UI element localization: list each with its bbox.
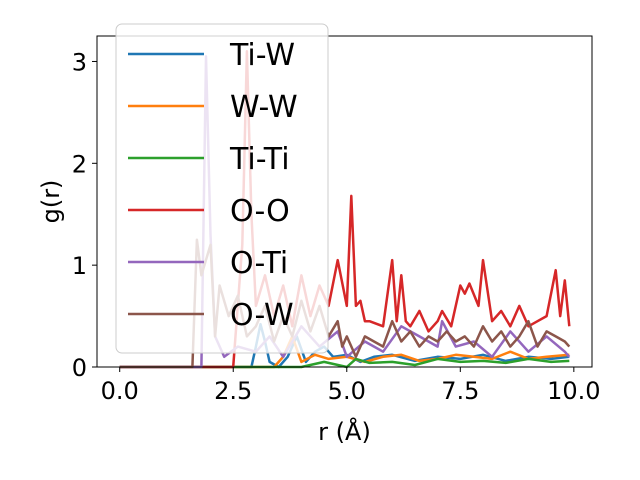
plot-frame [96,35,593,368]
x-axis-label: r (Å) [318,417,371,446]
y-tick-label: 2 [72,150,87,178]
x-tick-label: 2.5 [214,377,252,405]
x-axis-ticks: 0.0 2.5 5.0 7.5 10.0 [101,367,601,405]
y-axis-ticks: 0 1 2 3 [72,48,97,382]
x-tick-label: 0.0 [101,377,139,405]
legend-label-ti-w: Ti-W [229,38,295,73]
x-tick-label: 10.0 [547,377,600,405]
x-tick-label: 5.0 [328,377,366,405]
legend-label-ti-ti: Ti-Ti [229,142,290,177]
legend-label-o-o: O-O [230,194,290,229]
legend-box [115,23,329,354]
x-tick-label: 7.5 [441,377,479,405]
y-tick-label: 1 [72,252,87,280]
legend-label-w-w: W-W [230,90,298,125]
y-tick-label: 3 [72,48,87,76]
legend: Ti-W W-W Ti-Ti O-O O-Ti O-W [115,23,329,354]
y-axis-label: g(r) [37,180,65,224]
legend-label-o-ti: O-Ti [230,246,288,281]
y-tick-label: 0 [72,354,87,382]
legend-label-o-w: O-W [230,298,294,333]
